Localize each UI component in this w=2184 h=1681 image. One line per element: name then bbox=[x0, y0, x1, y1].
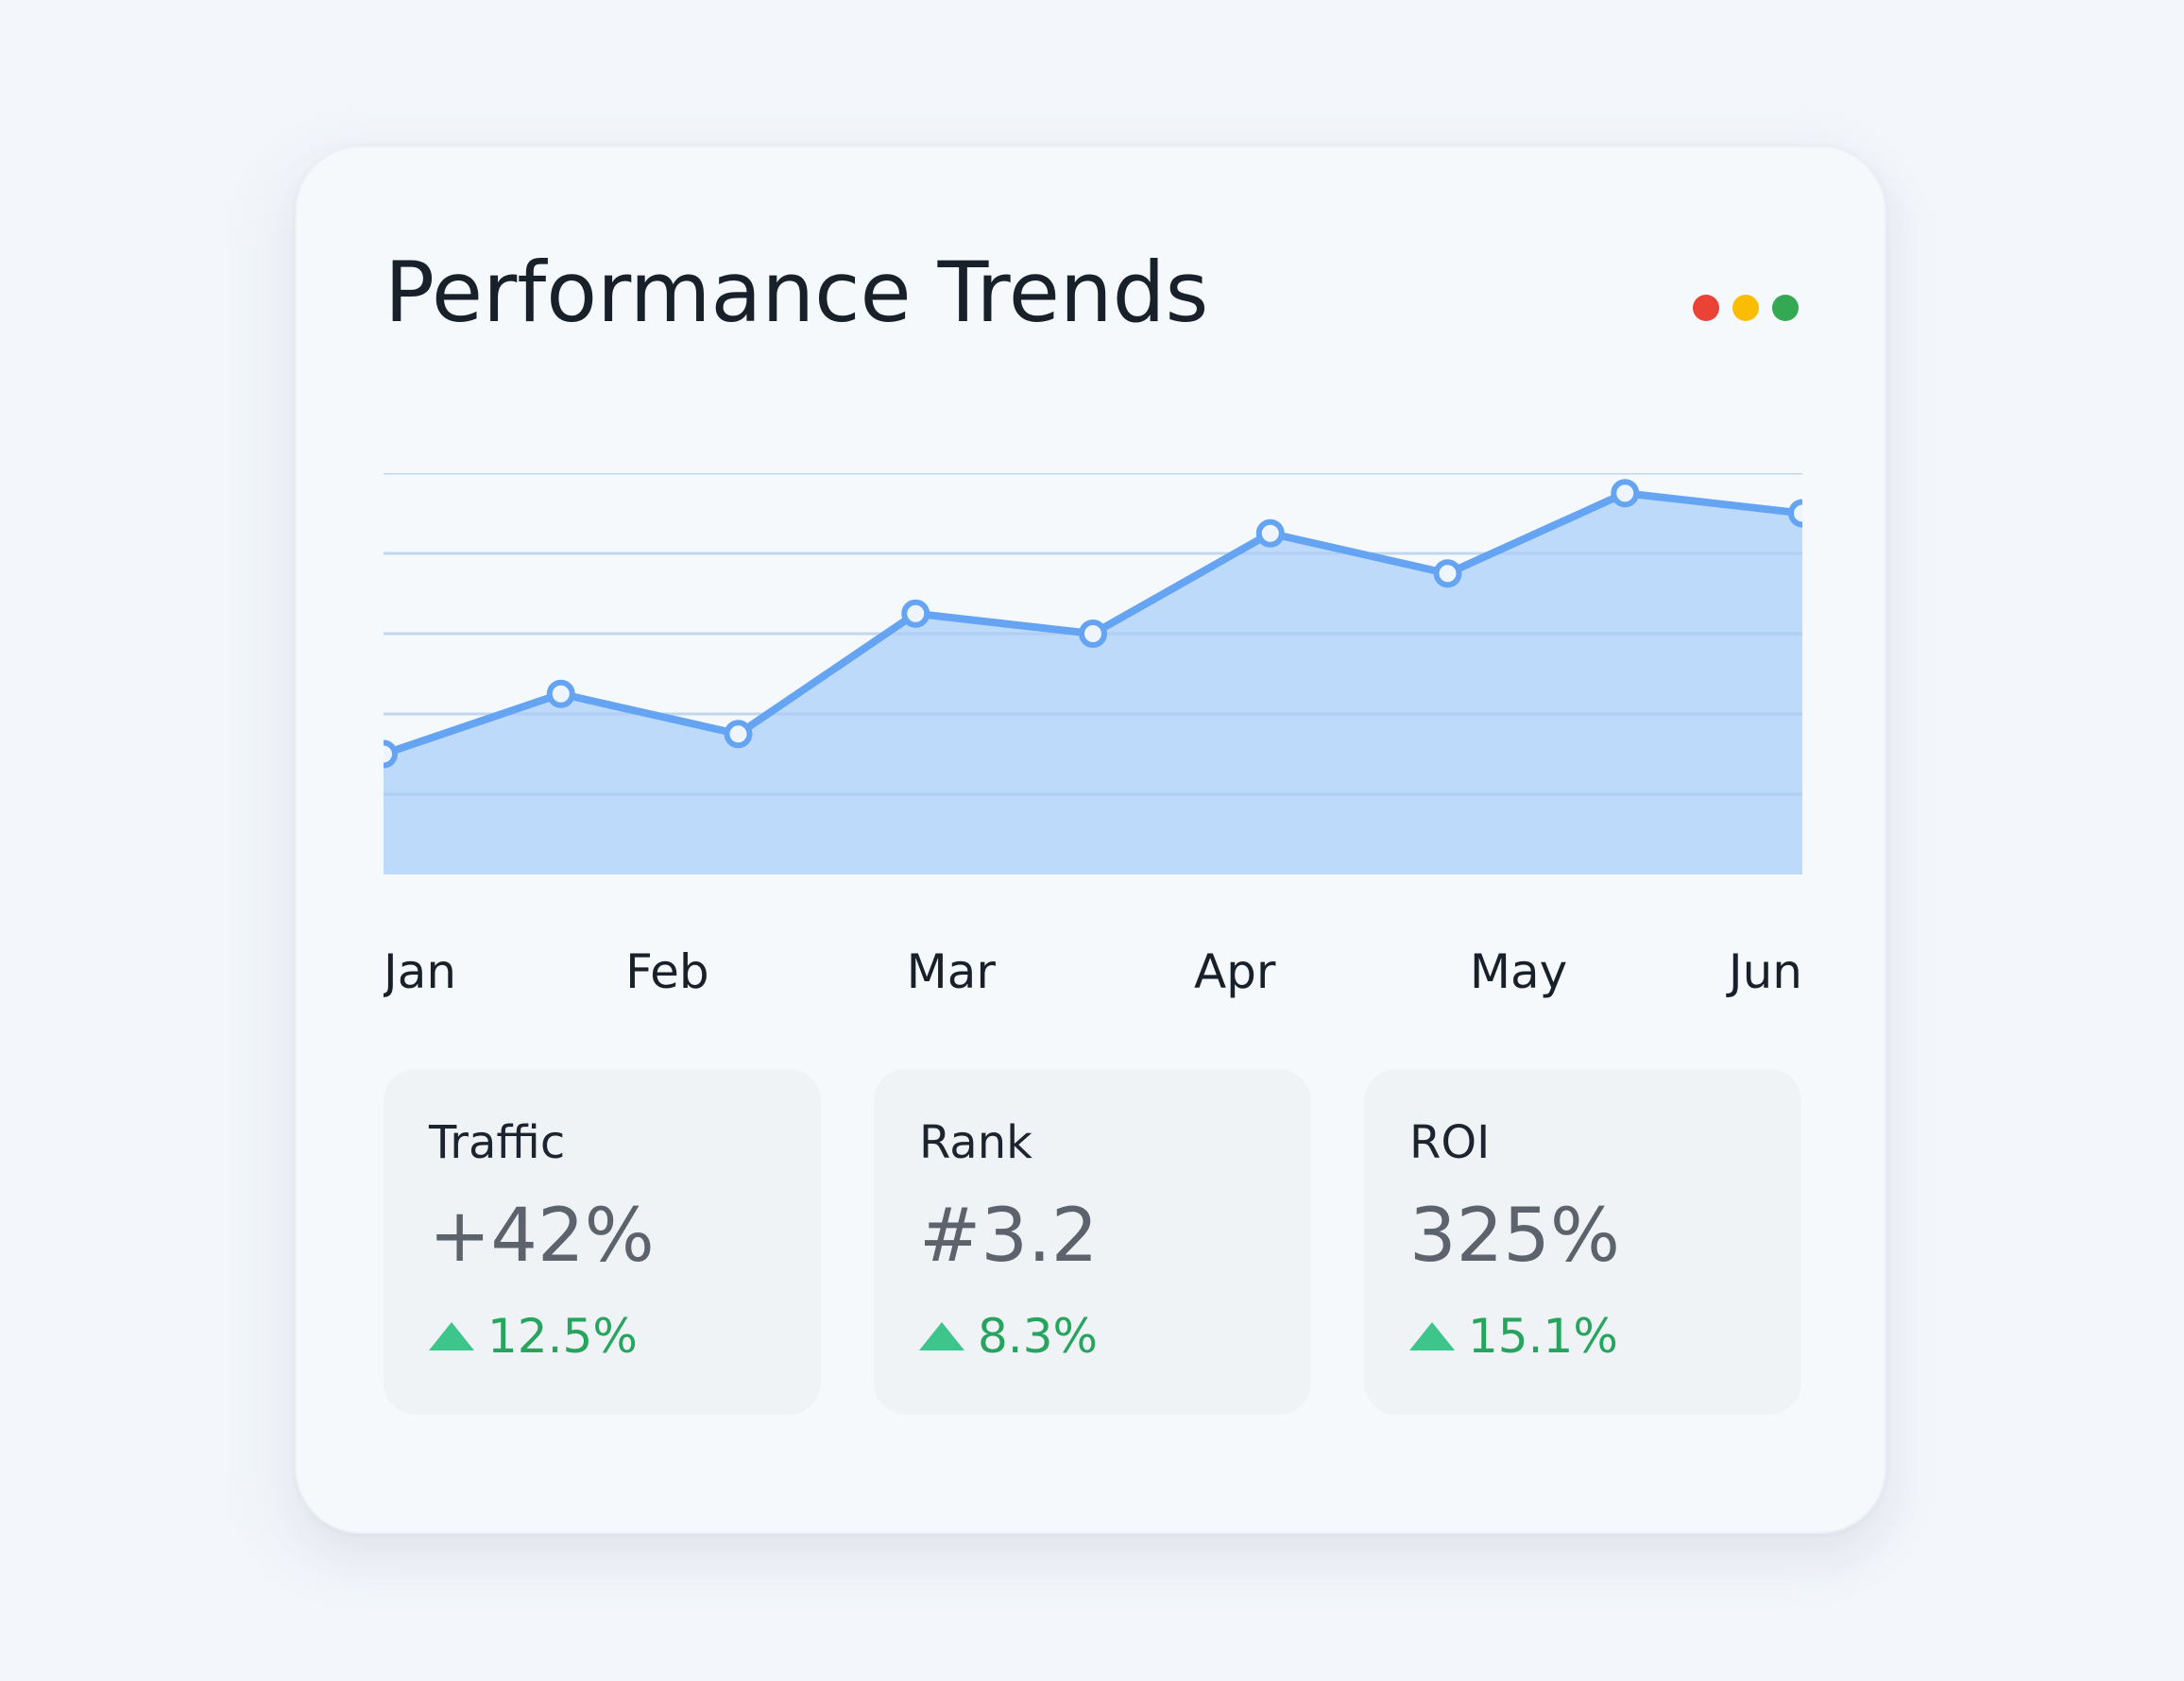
data-point[interactable] bbox=[1079, 620, 1107, 648]
performance-chart: Jan Feb Mar Apr May Jun bbox=[384, 473, 1802, 1078]
data-point[interactable] bbox=[1788, 499, 1802, 528]
performance-card: Performance Trends Jan Feb Mar Apr May Jun Tr… bbox=[295, 145, 1886, 1534]
yellow-dot[interactable] bbox=[1732, 295, 1759, 321]
triangle-up-icon bbox=[1409, 1322, 1455, 1350]
stat-label: ROI bbox=[1409, 1116, 1491, 1169]
data-point[interactable] bbox=[1255, 518, 1285, 548]
stat-label: Rank bbox=[919, 1116, 1032, 1169]
stat-value: 325% bbox=[1409, 1194, 1620, 1279]
stat-change-value: 15.1% bbox=[1468, 1309, 1618, 1364]
page-title: Performance Trends bbox=[384, 244, 1209, 341]
x-tick-label: Feb bbox=[625, 944, 709, 999]
triangle-up-icon bbox=[429, 1322, 474, 1350]
stat-change-value: 12.5% bbox=[487, 1309, 638, 1364]
data-point[interactable] bbox=[901, 599, 930, 628]
chart-area-layer bbox=[384, 473, 1802, 874]
window-controls bbox=[1693, 295, 1799, 321]
data-point[interactable] bbox=[724, 720, 753, 749]
green-dot[interactable] bbox=[1772, 295, 1799, 321]
traffic-stat-card: Traffic +42% 12.5% bbox=[384, 1069, 821, 1415]
area-chart-svg: Jan Feb Mar Apr May Jun bbox=[384, 473, 1802, 999]
stat-value: +42% bbox=[429, 1194, 655, 1279]
data-point[interactable] bbox=[1611, 479, 1640, 508]
x-tick-label: Jun bbox=[1726, 944, 1802, 999]
data-point[interactable] bbox=[1433, 559, 1462, 588]
stat-label: Traffic bbox=[429, 1116, 566, 1169]
stat-change: 12.5% bbox=[429, 1313, 638, 1360]
red-dot[interactable] bbox=[1693, 295, 1719, 321]
x-tick-label: Jan bbox=[384, 944, 456, 999]
stat-change: 15.1% bbox=[1409, 1313, 1618, 1360]
x-tick-label: Mar bbox=[907, 944, 997, 999]
x-tick-label: Apr bbox=[1194, 944, 1276, 999]
rank-stat-card: Rank #3.2 8.3% bbox=[874, 1069, 1311, 1415]
stat-value: #3.2 bbox=[919, 1194, 1099, 1279]
area-fill bbox=[384, 493, 1802, 874]
data-point[interactable] bbox=[546, 679, 575, 708]
data-point[interactable] bbox=[384, 739, 398, 769]
chart-points bbox=[384, 479, 1802, 769]
roi-stat-card: ROI 325% 15.1% bbox=[1364, 1069, 1801, 1415]
stat-change: 8.3% bbox=[919, 1313, 1098, 1360]
x-tick-label: May bbox=[1470, 944, 1567, 999]
stat-change-value: 8.3% bbox=[978, 1309, 1099, 1364]
triangle-up-icon bbox=[919, 1322, 964, 1350]
x-axis-labels: Jan Feb Mar Apr May Jun bbox=[384, 944, 1802, 999]
